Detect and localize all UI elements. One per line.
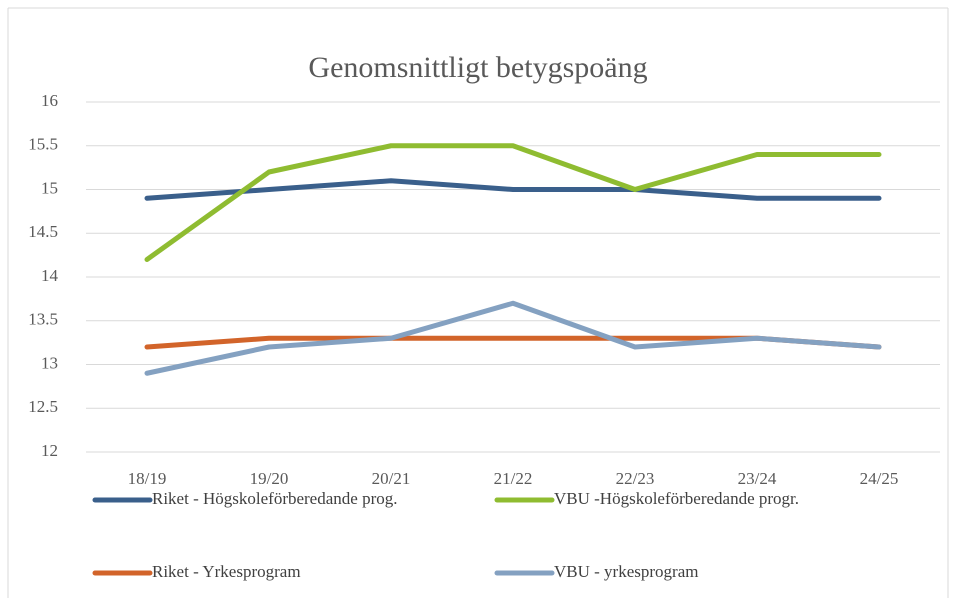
y-tick-label: 16	[41, 91, 58, 110]
series-line	[144, 178, 882, 201]
chart-title: Genomsnittligt betygspoäng	[308, 51, 647, 84]
x-tick-label: 23/24	[738, 469, 777, 488]
x-tick-label: 22/23	[616, 469, 655, 488]
y-tick-label: 15.5	[28, 135, 58, 154]
legend-label: Riket - Högskoleförberedande prog.	[152, 489, 397, 508]
y-tick-label: 13	[41, 353, 58, 372]
y-tick-label: 12	[41, 441, 58, 460]
legend-label: VBU - yrkesprogram	[554, 562, 698, 581]
x-tick-label: 20/21	[372, 469, 411, 488]
x-tick-label: 18/19	[128, 469, 167, 488]
series-line	[144, 143, 882, 262]
y-tick-label: 13.5	[28, 310, 58, 329]
legend-label: VBU -Högskoleförberedande progr.	[554, 489, 799, 508]
x-tick-label: 21/22	[494, 469, 533, 488]
y-tick-label: 12.5	[28, 397, 58, 416]
y-tick-label: 15	[41, 178, 58, 197]
series-line	[144, 300, 882, 376]
x-tick-label: 24/25	[860, 469, 899, 488]
legend-label: Riket - Yrkesprogram	[152, 562, 301, 581]
y-tick-label: 14	[41, 266, 59, 285]
x-tick-label: 19/20	[250, 469, 289, 488]
y-tick-label: 14.5	[28, 222, 58, 241]
